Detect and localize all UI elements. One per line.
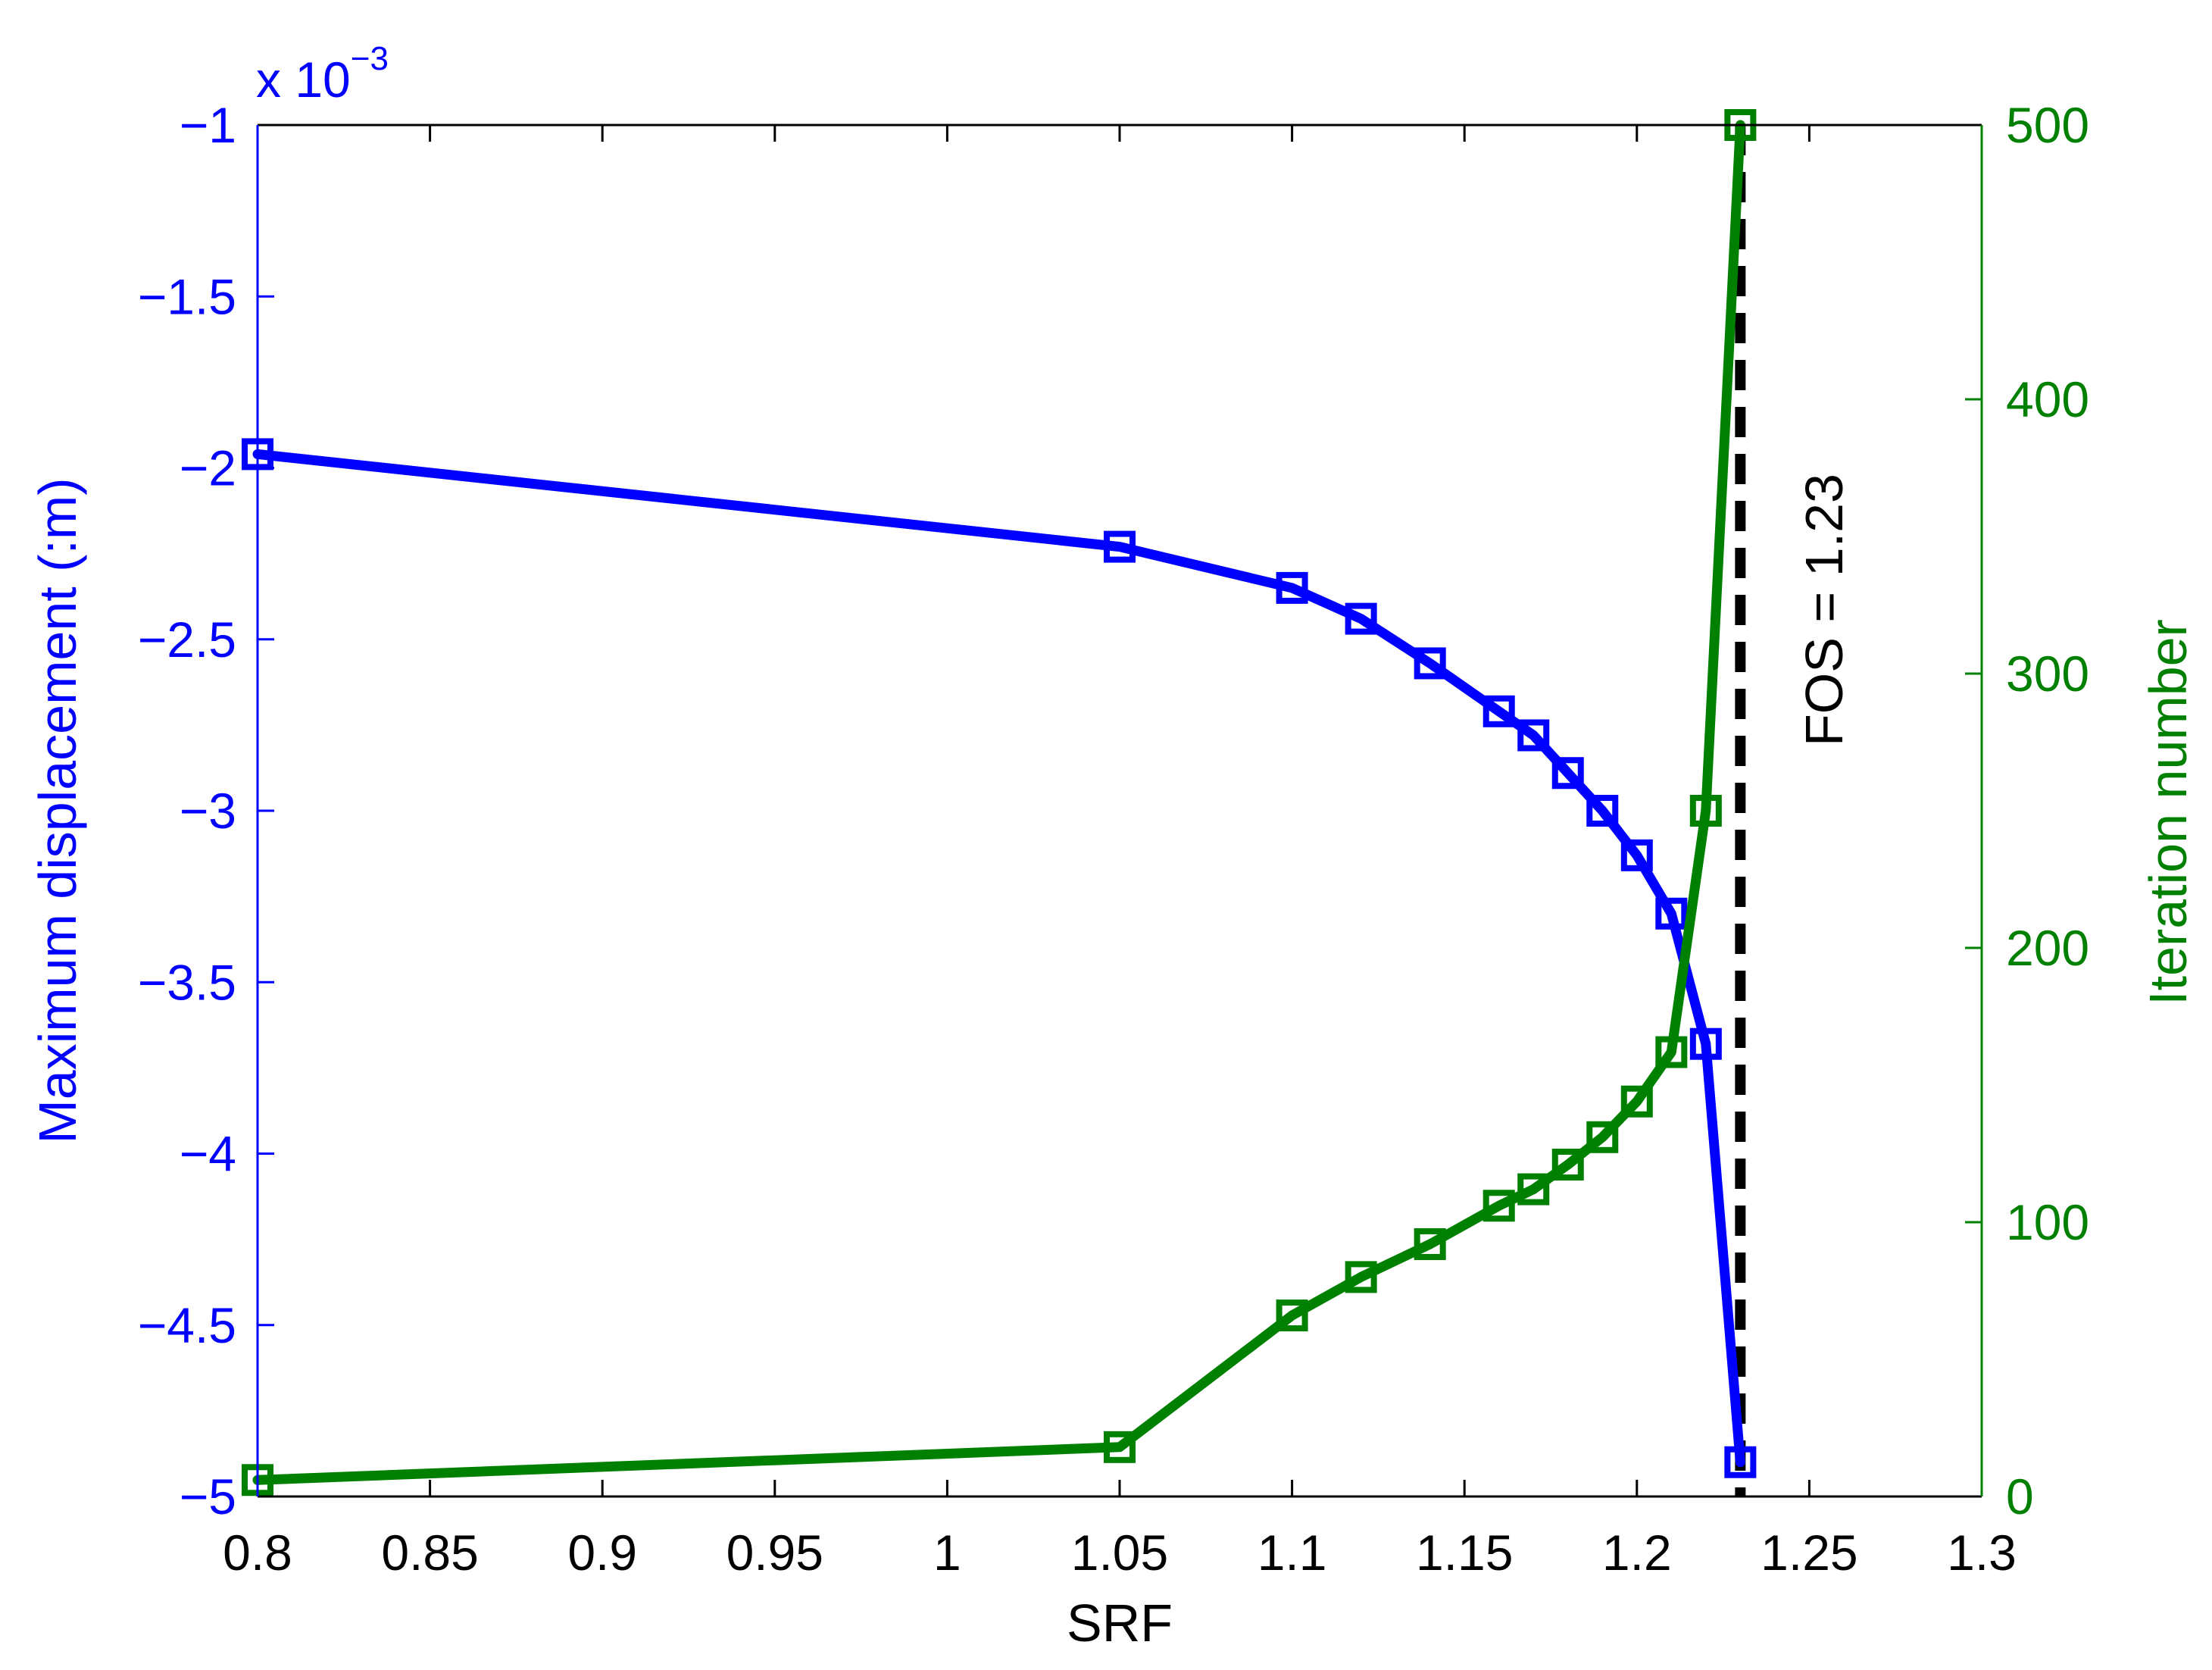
x-tick-label: 1.3: [1947, 1525, 2017, 1581]
x-tick-label: 1.25: [1761, 1525, 1857, 1581]
x-tick-label: 0.85: [381, 1525, 478, 1581]
series-marker-left: [1586, 795, 1619, 827]
left-tick-label: −2: [180, 440, 236, 496]
axes-frame: [256, 124, 1983, 1498]
x-tick-label: 0.95: [726, 1525, 823, 1581]
x-axis-title: SRF: [1067, 1593, 1173, 1653]
series-marker-right: [1620, 1085, 1653, 1118]
left-tick-label: −3.5: [138, 954, 236, 1010]
series-marker-left: [1689, 1027, 1722, 1060]
left-tick-label: −4.5: [138, 1297, 236, 1353]
multiplier-exponent: −3: [351, 40, 389, 77]
left-tick-label: −5: [180, 1468, 236, 1525]
fos-annotation-text: FOS = 1.23: [1795, 474, 1854, 746]
left-axis-title: Maximum displacement (:m): [28, 477, 87, 1143]
series-line-left: [252, 449, 1745, 1468]
series-marker-right: [1104, 1431, 1136, 1463]
series-line-right: [252, 120, 1745, 1485]
series-marker-right: [1586, 1121, 1619, 1153]
series-group: [242, 109, 1757, 1496]
right-tick-label: 300: [2006, 646, 2089, 702]
series-marker-right: [1482, 1190, 1515, 1222]
x-tick-label: 1.2: [1602, 1525, 1672, 1581]
x-tick-label: 1.15: [1416, 1525, 1513, 1581]
series-marker-left: [1517, 719, 1550, 752]
left-tick-label: −3: [180, 783, 236, 839]
right-tick-label: 0: [2006, 1468, 2034, 1525]
series-marker-left: [1482, 695, 1515, 727]
right-tick-label: 500: [2006, 97, 2089, 153]
x-tick-label: 0.9: [567, 1525, 637, 1581]
series-marker-right: [1276, 1299, 1308, 1332]
series-marker-right: [1551, 1148, 1584, 1181]
left-tick-label: −1.5: [138, 268, 236, 324]
series-marker-left: [1724, 1446, 1757, 1478]
series-marker-right: [1655, 1036, 1688, 1068]
x-ticks: 0.8 0.85 0.9 0.95 1 1.05 1.1 1.15 1.2 1.25 1.3: [223, 125, 2017, 1581]
multiplier-base: x 10: [256, 52, 351, 108]
x-tick-label: 1: [933, 1525, 961, 1581]
series-marker-right: [1414, 1227, 1446, 1260]
left-tick-label: −2.5: [138, 611, 236, 668]
annotation-group: FOS = 1.23: [1735, 125, 1854, 1496]
right-axis-title: Iteration number: [2139, 619, 2198, 1005]
series-marker-right: [1689, 795, 1722, 827]
left-tick-label: −1: [180, 97, 236, 153]
left-axis-multiplier: x 10−3: [256, 40, 389, 108]
x-tick-label: 1.1: [1258, 1525, 1327, 1581]
right-ticks: 0 100 200 300 400 500: [1965, 97, 2089, 1525]
series-marker-right: [1517, 1173, 1550, 1206]
series-marker-left: [1655, 897, 1688, 930]
series-marker-right: [1345, 1261, 1377, 1293]
right-tick-label: 200: [2006, 920, 2089, 976]
series-marker-left: [1276, 571, 1308, 604]
series-marker-left: [1551, 757, 1584, 790]
series-marker-left: [1345, 602, 1377, 635]
series-marker-left: [1104, 530, 1136, 563]
right-tick-label: 100: [2006, 1194, 2089, 1250]
right-tick-label: 400: [2006, 371, 2089, 427]
x-tick-label: 1.05: [1071, 1525, 1168, 1581]
x-tick-label: 0.8: [223, 1525, 292, 1581]
series-marker-left: [1414, 647, 1446, 680]
left-ticks: −1 −1.5 −2 −2.5 −3 −3.5 −4 −4.5 −5: [138, 97, 274, 1525]
left-tick-label: −4: [180, 1126, 236, 1182]
series-marker-left: [1620, 839, 1653, 871]
